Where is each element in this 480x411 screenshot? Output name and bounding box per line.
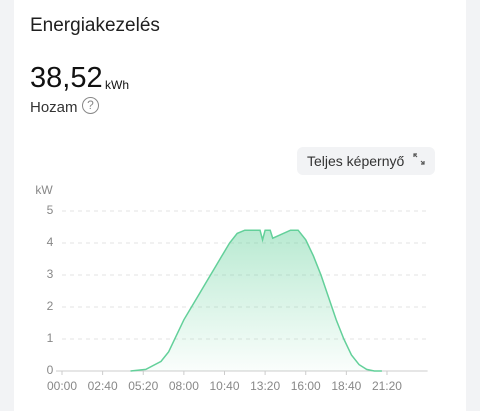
help-icon[interactable]: ? — [82, 97, 99, 114]
y-tick-label: 0 — [47, 363, 54, 377]
yield-label: Hozam — [30, 99, 78, 116]
expand-icon — [413, 153, 425, 165]
energy-value: 38,52 — [30, 62, 103, 94]
x-tick-label: 18:40 — [331, 379, 361, 393]
y-tick-label: 1 — [47, 331, 54, 345]
y-tick-label: 5 — [47, 203, 54, 217]
line — [130, 229, 382, 372]
y-tick-label: 2 — [47, 299, 54, 313]
x-tick-label: 00:00 — [47, 379, 77, 393]
y-tick-label: 4 — [47, 235, 54, 249]
x-tick-label: 21:20 — [372, 379, 402, 393]
y-tick-label: 3 — [47, 267, 54, 281]
x-tick-label: 08:00 — [169, 379, 199, 393]
x-tick-label: 02:40 — [88, 379, 118, 393]
x-tick-label: 05:20 — [128, 379, 158, 393]
x-tick-label: 13:20 — [250, 379, 280, 393]
x-tick-label: 10:40 — [209, 379, 239, 393]
x-tick-label: 16:00 — [291, 379, 321, 393]
y-axis-label: kW — [35, 183, 53, 197]
area — [130, 230, 382, 371]
energy-unit: kWh — [105, 78, 129, 92]
fullscreen-button[interactable]: Teljes képernyő — [297, 147, 435, 175]
title: Energiakezelés — [30, 15, 160, 36]
button-label: Teljes képernyő — [307, 153, 405, 169]
